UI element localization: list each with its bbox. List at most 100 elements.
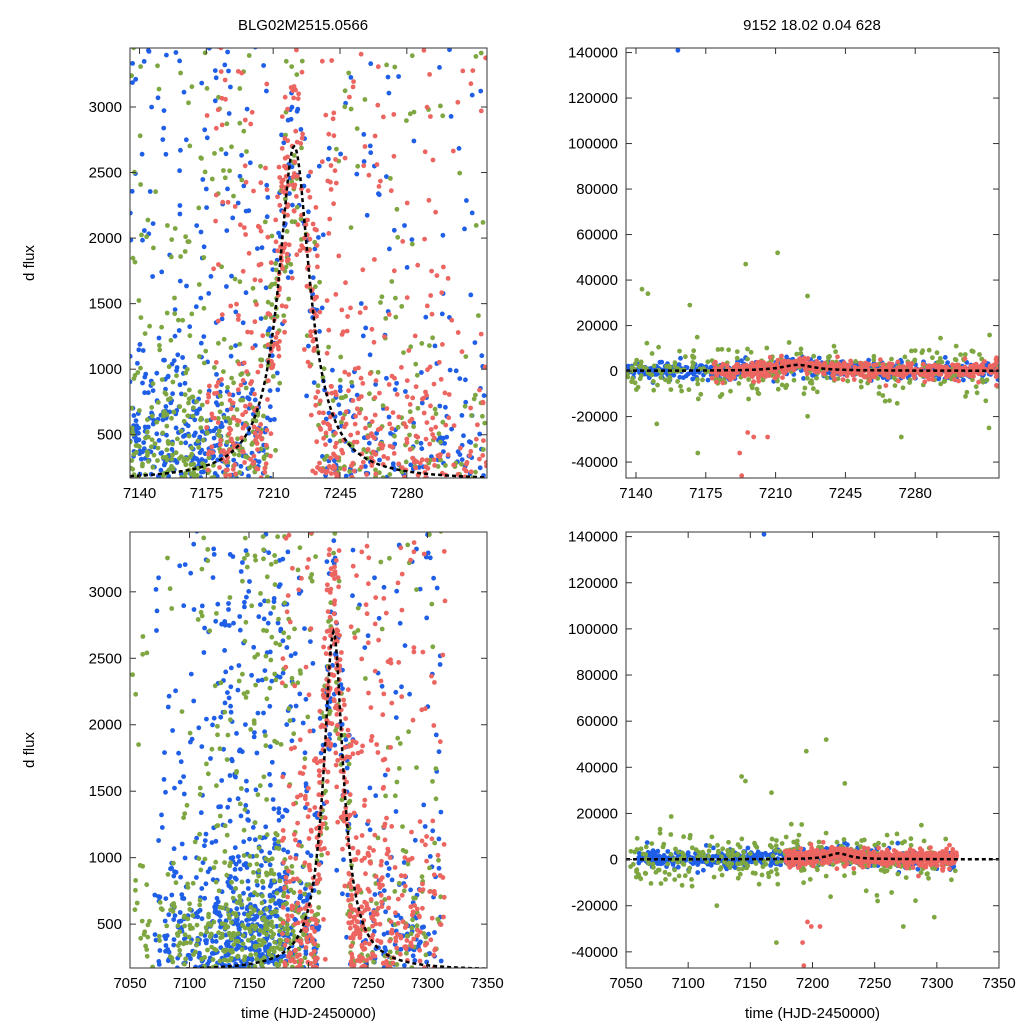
data-point-green <box>274 267 279 273</box>
data-point-blue <box>258 602 263 607</box>
data-point-blue <box>404 265 410 270</box>
data-point-green <box>177 952 183 958</box>
data-point-blue <box>226 111 232 116</box>
data-point-green <box>427 532 432 537</box>
data-point-green <box>973 384 979 390</box>
data-point-green <box>217 433 223 439</box>
data-point-red <box>407 447 413 452</box>
data-point-green <box>175 933 181 938</box>
data-point-blue <box>241 839 247 845</box>
data-point-blue <box>253 48 258 50</box>
data-point-blue <box>418 440 424 446</box>
data-point-blue <box>156 335 162 341</box>
data-point-green <box>322 457 327 462</box>
data-point-green <box>247 929 253 934</box>
data-point-red <box>275 330 280 336</box>
data-point-blue <box>456 146 462 151</box>
data-point-red <box>291 171 297 176</box>
data-point-blue <box>188 570 194 576</box>
data-point-blue <box>130 379 133 385</box>
data-point-red <box>240 449 246 454</box>
data-point-blue <box>204 205 210 211</box>
y-tick-label: 2500 <box>89 165 122 182</box>
data-point-red <box>280 177 286 183</box>
data-point-green <box>313 284 318 290</box>
data-point-green <box>690 364 695 370</box>
data-point-red <box>294 48 299 53</box>
data-point-red <box>326 327 332 333</box>
data-point-red <box>430 415 436 421</box>
data-point-blue <box>235 200 241 206</box>
data-point-blue <box>433 732 439 738</box>
data-point-red <box>987 363 993 369</box>
data-point-green <box>666 379 672 385</box>
data-point-green <box>433 411 439 417</box>
data-point-blue <box>263 285 269 291</box>
data-point-red <box>254 302 259 307</box>
data-point-red <box>268 431 274 437</box>
data-point-blue <box>242 604 247 610</box>
data-point-red <box>366 172 372 178</box>
data-point-green <box>169 606 175 611</box>
data-point-green <box>319 852 324 858</box>
data-point-red <box>207 449 212 455</box>
data-point-blue <box>275 387 281 393</box>
data-point-red <box>390 410 396 415</box>
data-point-green <box>221 369 226 374</box>
data-point-green <box>200 437 206 443</box>
data-point-red <box>277 202 283 208</box>
data-point-blue <box>156 838 162 843</box>
data-point-blue <box>175 965 180 968</box>
data-point-green <box>240 671 245 677</box>
data-point-green <box>223 947 229 953</box>
data-point-blue <box>161 357 166 363</box>
data-point-green <box>204 86 210 91</box>
data-point-green <box>231 942 237 947</box>
data-point-red <box>433 209 438 215</box>
data-point-red <box>470 68 476 73</box>
data-point-blue <box>243 43 248 48</box>
data-point-blue <box>227 818 233 824</box>
data-point-green <box>172 226 178 231</box>
data-point-green <box>379 626 385 632</box>
data-point-blue <box>410 953 416 959</box>
data-point-red <box>358 51 364 57</box>
data-point-green <box>367 423 372 428</box>
data-point-green <box>133 443 139 448</box>
data-point-green <box>242 807 248 812</box>
data-point-blue <box>267 850 273 856</box>
data-point-green <box>240 933 246 938</box>
data-point-green <box>254 853 260 859</box>
data-point-green <box>165 223 170 228</box>
data-point-red <box>365 447 371 452</box>
data-point-green <box>271 605 276 610</box>
data-point-blue <box>133 418 139 424</box>
data-point-green <box>138 935 144 941</box>
data-point-blue <box>230 215 236 221</box>
data-point-green <box>248 952 254 958</box>
data-point-green <box>186 100 191 106</box>
data-point-blue <box>332 742 338 748</box>
data-point-blue <box>285 275 291 280</box>
data-point-red <box>295 96 301 101</box>
data-point-green <box>480 220 486 225</box>
data-point-blue <box>153 937 159 943</box>
data-point-blue <box>328 509 333 514</box>
data-point-blue <box>245 395 251 401</box>
data-point-green <box>284 901 289 906</box>
data-point-blue <box>226 607 231 612</box>
data-point-blue <box>137 342 143 347</box>
data-point-red <box>324 298 330 303</box>
data-point-blue <box>146 49 152 54</box>
data-point-blue <box>350 547 356 553</box>
data-point-blue <box>477 465 483 471</box>
data-point-red <box>450 148 456 154</box>
data-point-red <box>264 81 270 87</box>
data-point-green <box>469 413 474 418</box>
data-point-green <box>266 857 272 863</box>
data-point-red <box>483 460 487 465</box>
data-point-green <box>831 343 837 349</box>
data-point-red <box>455 99 461 105</box>
data-point-red <box>751 379 757 385</box>
data-point-green <box>187 730 193 736</box>
